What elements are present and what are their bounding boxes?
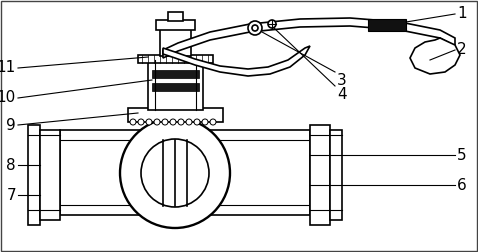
Circle shape	[202, 119, 208, 125]
Bar	[152, 83, 199, 91]
Bar	[156, 20, 195, 30]
Bar	[138, 55, 213, 63]
Text: 8: 8	[6, 158, 16, 173]
Text: 6: 6	[457, 177, 467, 193]
Circle shape	[154, 119, 160, 125]
Text: 7: 7	[6, 187, 16, 203]
Bar	[168, 12, 183, 21]
Circle shape	[268, 20, 276, 28]
Polygon shape	[163, 46, 310, 76]
Circle shape	[130, 119, 136, 125]
Circle shape	[162, 119, 168, 125]
Circle shape	[248, 21, 262, 35]
Circle shape	[210, 119, 216, 125]
Polygon shape	[163, 18, 455, 58]
Circle shape	[194, 119, 200, 125]
Text: 3: 3	[337, 73, 347, 88]
Text: 5: 5	[457, 147, 467, 163]
Text: 10: 10	[0, 90, 16, 106]
Bar	[152, 70, 199, 78]
Polygon shape	[410, 38, 460, 74]
Circle shape	[138, 119, 144, 125]
Circle shape	[178, 119, 184, 125]
Circle shape	[170, 119, 176, 125]
Text: 1: 1	[457, 7, 467, 21]
Text: 11: 11	[0, 60, 16, 76]
Bar	[128, 108, 223, 122]
Bar	[28, 125, 40, 225]
Circle shape	[252, 25, 258, 31]
Bar	[310, 125, 330, 225]
Bar	[368, 19, 406, 31]
Text: 9: 9	[6, 117, 16, 133]
Circle shape	[120, 118, 230, 228]
Circle shape	[146, 119, 152, 125]
Circle shape	[186, 119, 192, 125]
Bar	[148, 60, 203, 110]
Text: 4: 4	[337, 87, 347, 102]
Bar	[40, 130, 60, 220]
Text: 2: 2	[457, 43, 467, 57]
Bar	[330, 130, 342, 220]
Circle shape	[141, 139, 209, 207]
Bar	[60, 130, 310, 215]
Bar	[160, 28, 191, 56]
